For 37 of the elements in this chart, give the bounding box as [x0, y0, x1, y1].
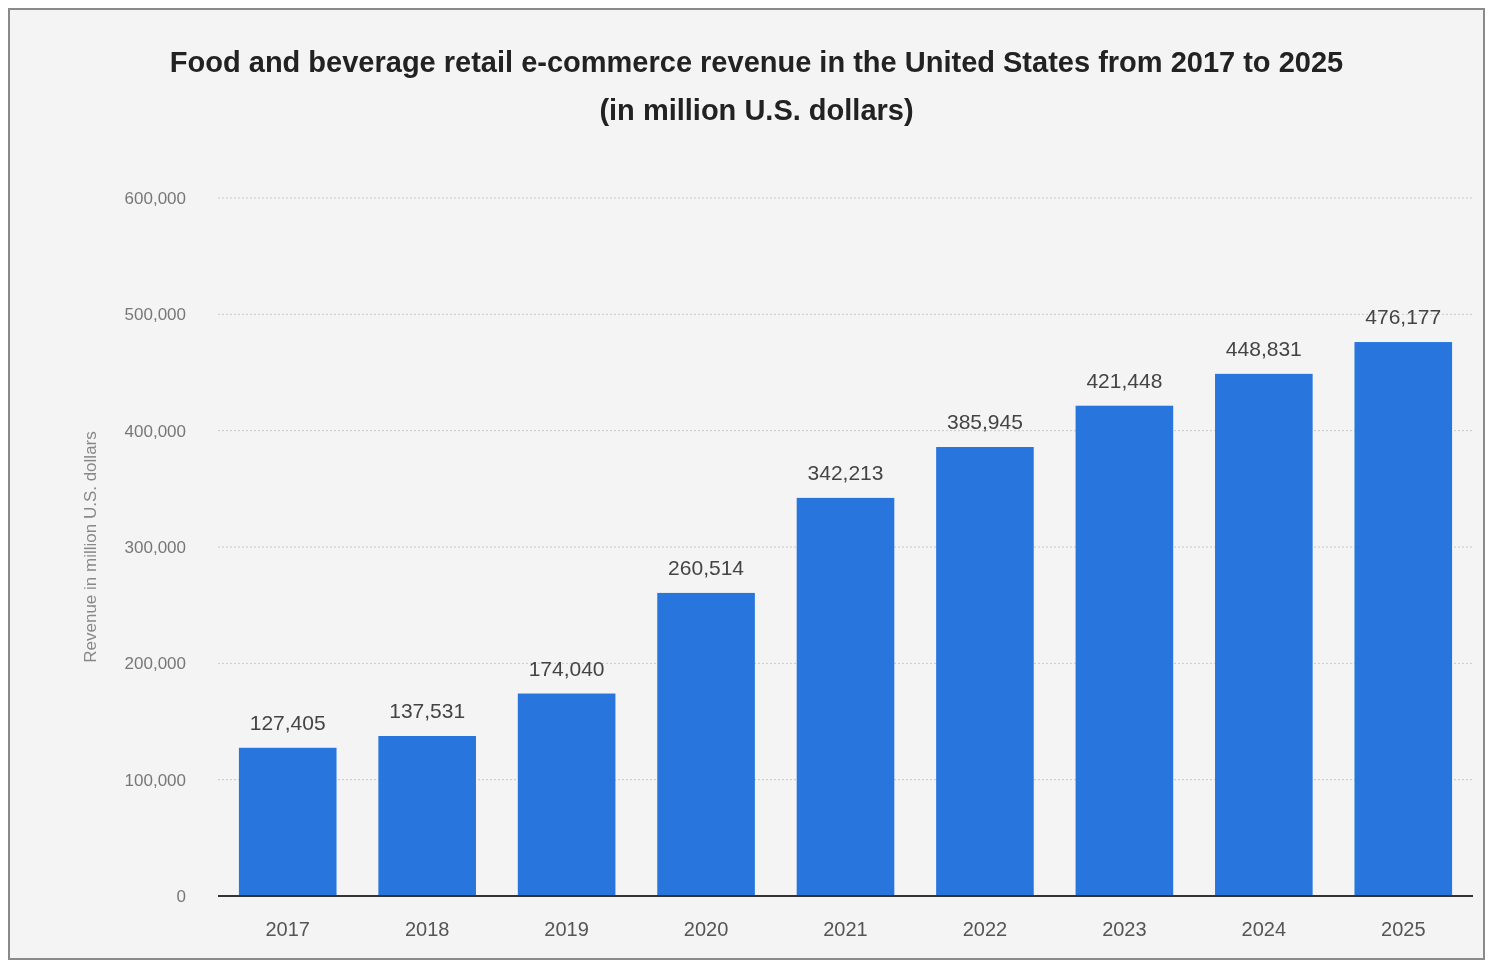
- x-tick-label: 2024: [1241, 918, 1287, 940]
- y-tick-label: 300,000: [124, 537, 186, 557]
- data-label: 385,945: [946, 410, 1023, 434]
- y-tick-label: 400,000: [124, 421, 186, 441]
- bar: [378, 736, 476, 896]
- y-tick-label: 500,000: [124, 305, 186, 325]
- data-label: 127,405: [249, 710, 326, 734]
- y-tick-label: 200,000: [124, 654, 186, 674]
- y-tick-label: 600,000: [124, 188, 186, 208]
- chart-title: Food and beverage retail e-commerce revenue in the United States from 2017 to 2025: [169, 46, 1344, 78]
- y-axis-title: Revenue in million U.S. dollars: [81, 431, 100, 663]
- bar: [238, 747, 337, 896]
- bar: [936, 447, 1034, 896]
- bar: [1215, 373, 1313, 896]
- bar: [1354, 342, 1453, 896]
- y-tick-label: 0: [176, 886, 186, 906]
- x-tick-label: 2018: [404, 918, 450, 940]
- bar: [657, 592, 755, 896]
- bar: [1075, 405, 1174, 896]
- data-label: 476,177: [1365, 305, 1442, 329]
- data-label: 448,831: [1225, 336, 1302, 360]
- x-tick-label: 2020: [683, 918, 729, 940]
- x-tick-label: 2025: [1381, 918, 1426, 940]
- x-tick-label: 2021: [823, 918, 868, 940]
- data-label: 137,531: [389, 699, 466, 723]
- chart-subtitle: (in million U.S. dollars): [599, 94, 914, 126]
- x-tick-label: 2019: [544, 918, 589, 940]
- data-label: 174,040: [528, 656, 605, 680]
- y-tick-label: 100,000: [124, 770, 186, 790]
- x-tick-label: 2017: [265, 918, 310, 940]
- bar: [517, 693, 616, 896]
- data-label: 421,448: [1086, 368, 1163, 392]
- x-tick-label: 2022: [962, 918, 1008, 940]
- data-label: 342,213: [807, 460, 884, 484]
- data-label: 260,514: [668, 555, 745, 579]
- bar: [796, 497, 895, 896]
- x-tick-label: 2023: [1102, 918, 1147, 940]
